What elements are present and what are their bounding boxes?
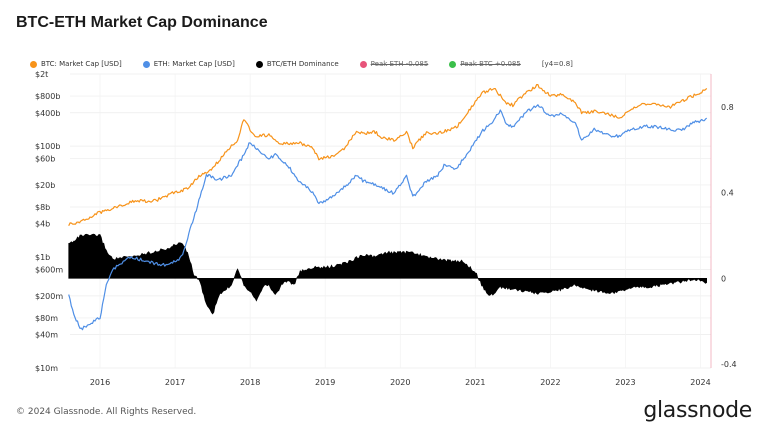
- x-tick-label: 2023: [615, 378, 635, 387]
- right-tick-label: -0.4: [721, 360, 737, 369]
- legend-label-y4: [y4=0.8]: [541, 60, 573, 68]
- x-tick-label: 2018: [240, 378, 260, 387]
- eth-line: [68, 104, 708, 331]
- left-tick-label: $400b: [35, 109, 60, 118]
- peak-eth-legend-dot: [359, 60, 367, 68]
- dominance-legend-dot: [255, 60, 263, 68]
- legend-item-btc[interactable]: BTC: Market Cap [USD]: [30, 60, 122, 68]
- left-tick-label: $4b: [35, 220, 50, 229]
- legend-item-y4[interactable]: [y4=0.8]: [542, 60, 573, 68]
- legend-label-dominance: BTC/ETH Dominance: [266, 60, 339, 68]
- legend-label-eth: ETH: Market Cap [USD]: [153, 60, 235, 68]
- legend-item-dominance[interactable]: BTC/ETH Dominance: [255, 60, 339, 68]
- gridlines: [70, 73, 711, 369]
- x-tick-label: 2024: [690, 378, 710, 387]
- left-axis: $2t $800b $400b $100b $60b $20b $8b $4b $1b $600m…: [35, 70, 63, 373]
- left-tick-label: $20b: [35, 181, 55, 190]
- x-tick-label: 2022: [540, 378, 560, 387]
- left-tick-label: $10m: [35, 364, 58, 373]
- left-tick-label: $60b: [35, 154, 55, 163]
- left-tick-label: $1b: [35, 253, 50, 262]
- x-tick-label: 2021: [465, 378, 485, 387]
- x-tick-label: 2016: [90, 378, 110, 387]
- left-tick-label: $8b: [35, 203, 50, 212]
- btc-legend-dot: [30, 60, 37, 68]
- right-axis: 0.8 0.4 0 -0.4: [710, 74, 737, 369]
- x-axis: 2016 2017 2018 2019 2020 2021 2022 2023 2024: [90, 378, 711, 387]
- dominance-area: [68, 233, 707, 315]
- x-tick-label: 2017: [165, 378, 185, 387]
- x-tick-label: 2019: [315, 378, 335, 387]
- series-layer: [68, 84, 708, 331]
- legend-item-peak-eth[interactable]: Peak ETH -0.085: [359, 60, 429, 68]
- legend-label-peak-btc: Peak BTC +0.085: [460, 60, 521, 68]
- chart-legend: BTC: Market Cap [USD] ETH: Market Cap [U…: [30, 58, 594, 70]
- right-tick-label: 0.4: [721, 189, 734, 198]
- copyright-text: © 2024 Glassnode. All Rights Reserved.: [16, 407, 197, 417]
- x-tick-label: 2020: [390, 378, 410, 387]
- legend-label-peak-eth: Peak ETH -0.085: [370, 60, 429, 68]
- legend-item-peak-btc[interactable]: Peak BTC +0.085: [449, 60, 521, 68]
- left-tick-label: $600m: [35, 265, 63, 274]
- legend-item-eth[interactable]: ETH: Market Cap [USD]: [142, 60, 235, 68]
- legend-label-btc: BTC: Market Cap [USD]: [41, 60, 122, 68]
- left-tick-label: $800b: [35, 92, 60, 101]
- glassnode-logo: glassnode: [643, 398, 752, 423]
- left-tick-label: $80m: [35, 314, 58, 323]
- left-tick-label: $100b: [35, 142, 60, 151]
- right-tick-label: 0: [721, 274, 726, 283]
- chart-title: BTC-ETH Market Cap Dominance: [16, 14, 268, 31]
- right-tick-label: 0.8: [721, 103, 734, 112]
- peak-btc-legend-dot: [449, 60, 457, 68]
- left-tick-label: $2t: [35, 70, 48, 79]
- eth-legend-dot: [142, 60, 150, 68]
- btc-line: [68, 84, 708, 227]
- left-tick-label: $40m: [35, 331, 58, 340]
- left-tick-label: $200m: [35, 292, 63, 301]
